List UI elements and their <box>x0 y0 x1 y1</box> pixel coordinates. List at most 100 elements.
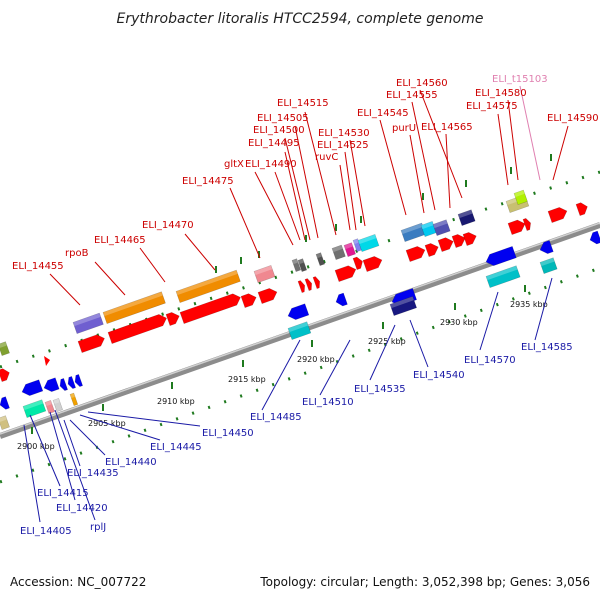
forward-gene-label-leader <box>139 247 166 283</box>
scale-label: 2920 kbp <box>297 355 335 364</box>
forward-gene-label: ELI_14490 <box>245 159 297 170</box>
gene-arrow-rpob <box>107 314 167 344</box>
gene-arrow-ruvc <box>352 256 363 270</box>
forward-gene-label: ruvC <box>315 152 338 163</box>
gene-arrow-edge <box>0 368 10 382</box>
forward-gene-label: ELI_14495 <box>248 138 300 149</box>
forward-gene-label: ELI_14525 <box>317 140 369 151</box>
forward-gene-label-leader <box>379 119 407 216</box>
forward-gene-label: ELI_14565 <box>421 122 473 133</box>
reverse-gene-label-leader <box>29 414 61 487</box>
gene-arrow-eli-14545 <box>405 246 426 262</box>
gene-arrow-eli-14565 <box>462 232 477 246</box>
forward-gene-label: gltX <box>224 159 244 170</box>
reverse-gene-label: ELI_14585 <box>521 342 573 353</box>
gene-box-rplj <box>44 400 55 414</box>
forward-gene-label-leader <box>411 101 436 211</box>
gene-arrow-eli-14555 <box>437 237 454 252</box>
reverse-gene-label-leader <box>63 419 81 467</box>
forward-gene-label-leader <box>254 171 294 246</box>
forward-gene-label-leader <box>274 171 301 241</box>
minor-tick <box>360 216 362 223</box>
map-title: Erythrobacter litoralis HTCC2594, comple… <box>117 11 484 27</box>
scale-tick <box>171 382 173 389</box>
forward-gene-label-leader <box>49 273 81 306</box>
gene-box-eli-14580 <box>513 189 528 205</box>
gene-box-rpob <box>102 291 166 324</box>
forward-gene-label: ELI_14560 <box>396 78 448 89</box>
gene-arrow-eli-14510 <box>335 292 348 307</box>
gene-box-eli-14405 <box>22 399 47 418</box>
reverse-gene-label-leader <box>534 277 553 341</box>
scale-tick <box>382 322 384 329</box>
reverse-gene-label: ELI_14445 <box>150 442 202 453</box>
reverse-gene-label: ELI_14415 <box>37 488 89 499</box>
forward-gene-label: ELI_14465 <box>94 235 146 246</box>
forward-gene-label: ELI_14555 <box>386 90 438 101</box>
reverse-gene-label: ELI_14540 <box>413 370 465 381</box>
forward-gene-label-leader <box>497 113 509 186</box>
gene-arrow-eli-14560 <box>451 234 466 248</box>
reverse-gene-label: ELI_14570 <box>464 355 516 366</box>
forward-gene-label: ELI_14575 <box>466 101 518 112</box>
reverse-gene-label: ELI_14405 <box>20 526 72 537</box>
reverse-gene-label: ELI_14420 <box>56 503 108 514</box>
forward-gene-label: ELI_14515 <box>277 98 329 109</box>
gene-box-eli-14530 <box>357 234 380 252</box>
scale-tick <box>31 427 33 434</box>
gene-arrow-eli-14530 <box>362 256 383 272</box>
forward-gene-label: ELI_14545 <box>357 108 409 119</box>
gene-arrow-eli-14490 <box>297 280 305 293</box>
forward-gene-label-leader <box>409 134 425 214</box>
reverse-gene-label-leader <box>54 409 96 521</box>
minor-tick <box>550 154 552 161</box>
forward-gene-label-leader <box>229 187 261 259</box>
gene-arrow-eli-14585 <box>539 240 554 254</box>
gene-box-eli-14515 <box>331 244 346 260</box>
gene-box-eli-14570 <box>485 265 521 288</box>
reverse-gene-label: ELI_14485 <box>250 412 302 423</box>
minor-tick <box>305 235 307 242</box>
gene-arrow-eli-14420 <box>59 378 68 391</box>
forward-gene-label-leader <box>552 125 569 181</box>
forward-gene-label: ELI_14500 <box>253 125 305 136</box>
gene-box-ruvc <box>343 242 356 257</box>
reverse-gene-label-leader <box>69 419 106 456</box>
gene-arrow-eli-14590b <box>575 202 588 216</box>
gene-arrow-eli-14495 <box>304 278 312 291</box>
gene-arrow-eli-14580 <box>522 218 531 231</box>
gene-box-edge <box>0 341 10 356</box>
gene-arrow-eli-14515 <box>334 265 357 282</box>
scale-label: 2935 kbp <box>510 300 548 309</box>
forward-gene-label: ELI_14505 <box>257 113 309 124</box>
forward-gene-label-leader <box>419 89 463 199</box>
forward-gene-label: ELI_14470 <box>142 220 194 231</box>
forward-gene-label-leader <box>507 99 519 181</box>
gene-arrow-eli-14590 <box>547 207 568 223</box>
reverse-gene-label-leader <box>319 339 351 396</box>
gene-box-eli-14525 <box>352 238 363 252</box>
scale-label: 2900 kbp <box>17 442 55 451</box>
reverse-gene-label: ELI_14440 <box>105 457 157 468</box>
gene-arrow-puru <box>424 243 439 257</box>
reverse-gene-label: ELI_14435 <box>67 468 119 479</box>
scale-label: 2910 kbp <box>157 397 195 406</box>
gene-arrow-eli-14455 <box>77 334 105 353</box>
gene-arrow-eli-14435 <box>74 374 83 387</box>
forward-gene-label: rpoB <box>65 248 89 259</box>
gene-arrow-tiny <box>44 356 50 366</box>
gene-arrow-rplj <box>43 377 60 392</box>
gene-box-eli-14555 <box>432 219 451 236</box>
gene-box-eli-14475 <box>253 265 276 283</box>
forward-gene-label-leader <box>349 139 366 227</box>
gene-box-eli-14540 <box>389 296 417 316</box>
reverse-gene-label-leader <box>479 291 499 351</box>
minor-tick <box>240 257 242 264</box>
gene-arrow-eli-14470 <box>240 293 257 308</box>
forward-gene-label-leader <box>339 164 351 231</box>
scale-label: 2930 kbp <box>440 318 478 327</box>
forward-gene-label: ELI_14590 <box>547 113 599 124</box>
gene-box-eli-14455 <box>72 312 104 334</box>
feature-layer <box>0 189 600 430</box>
